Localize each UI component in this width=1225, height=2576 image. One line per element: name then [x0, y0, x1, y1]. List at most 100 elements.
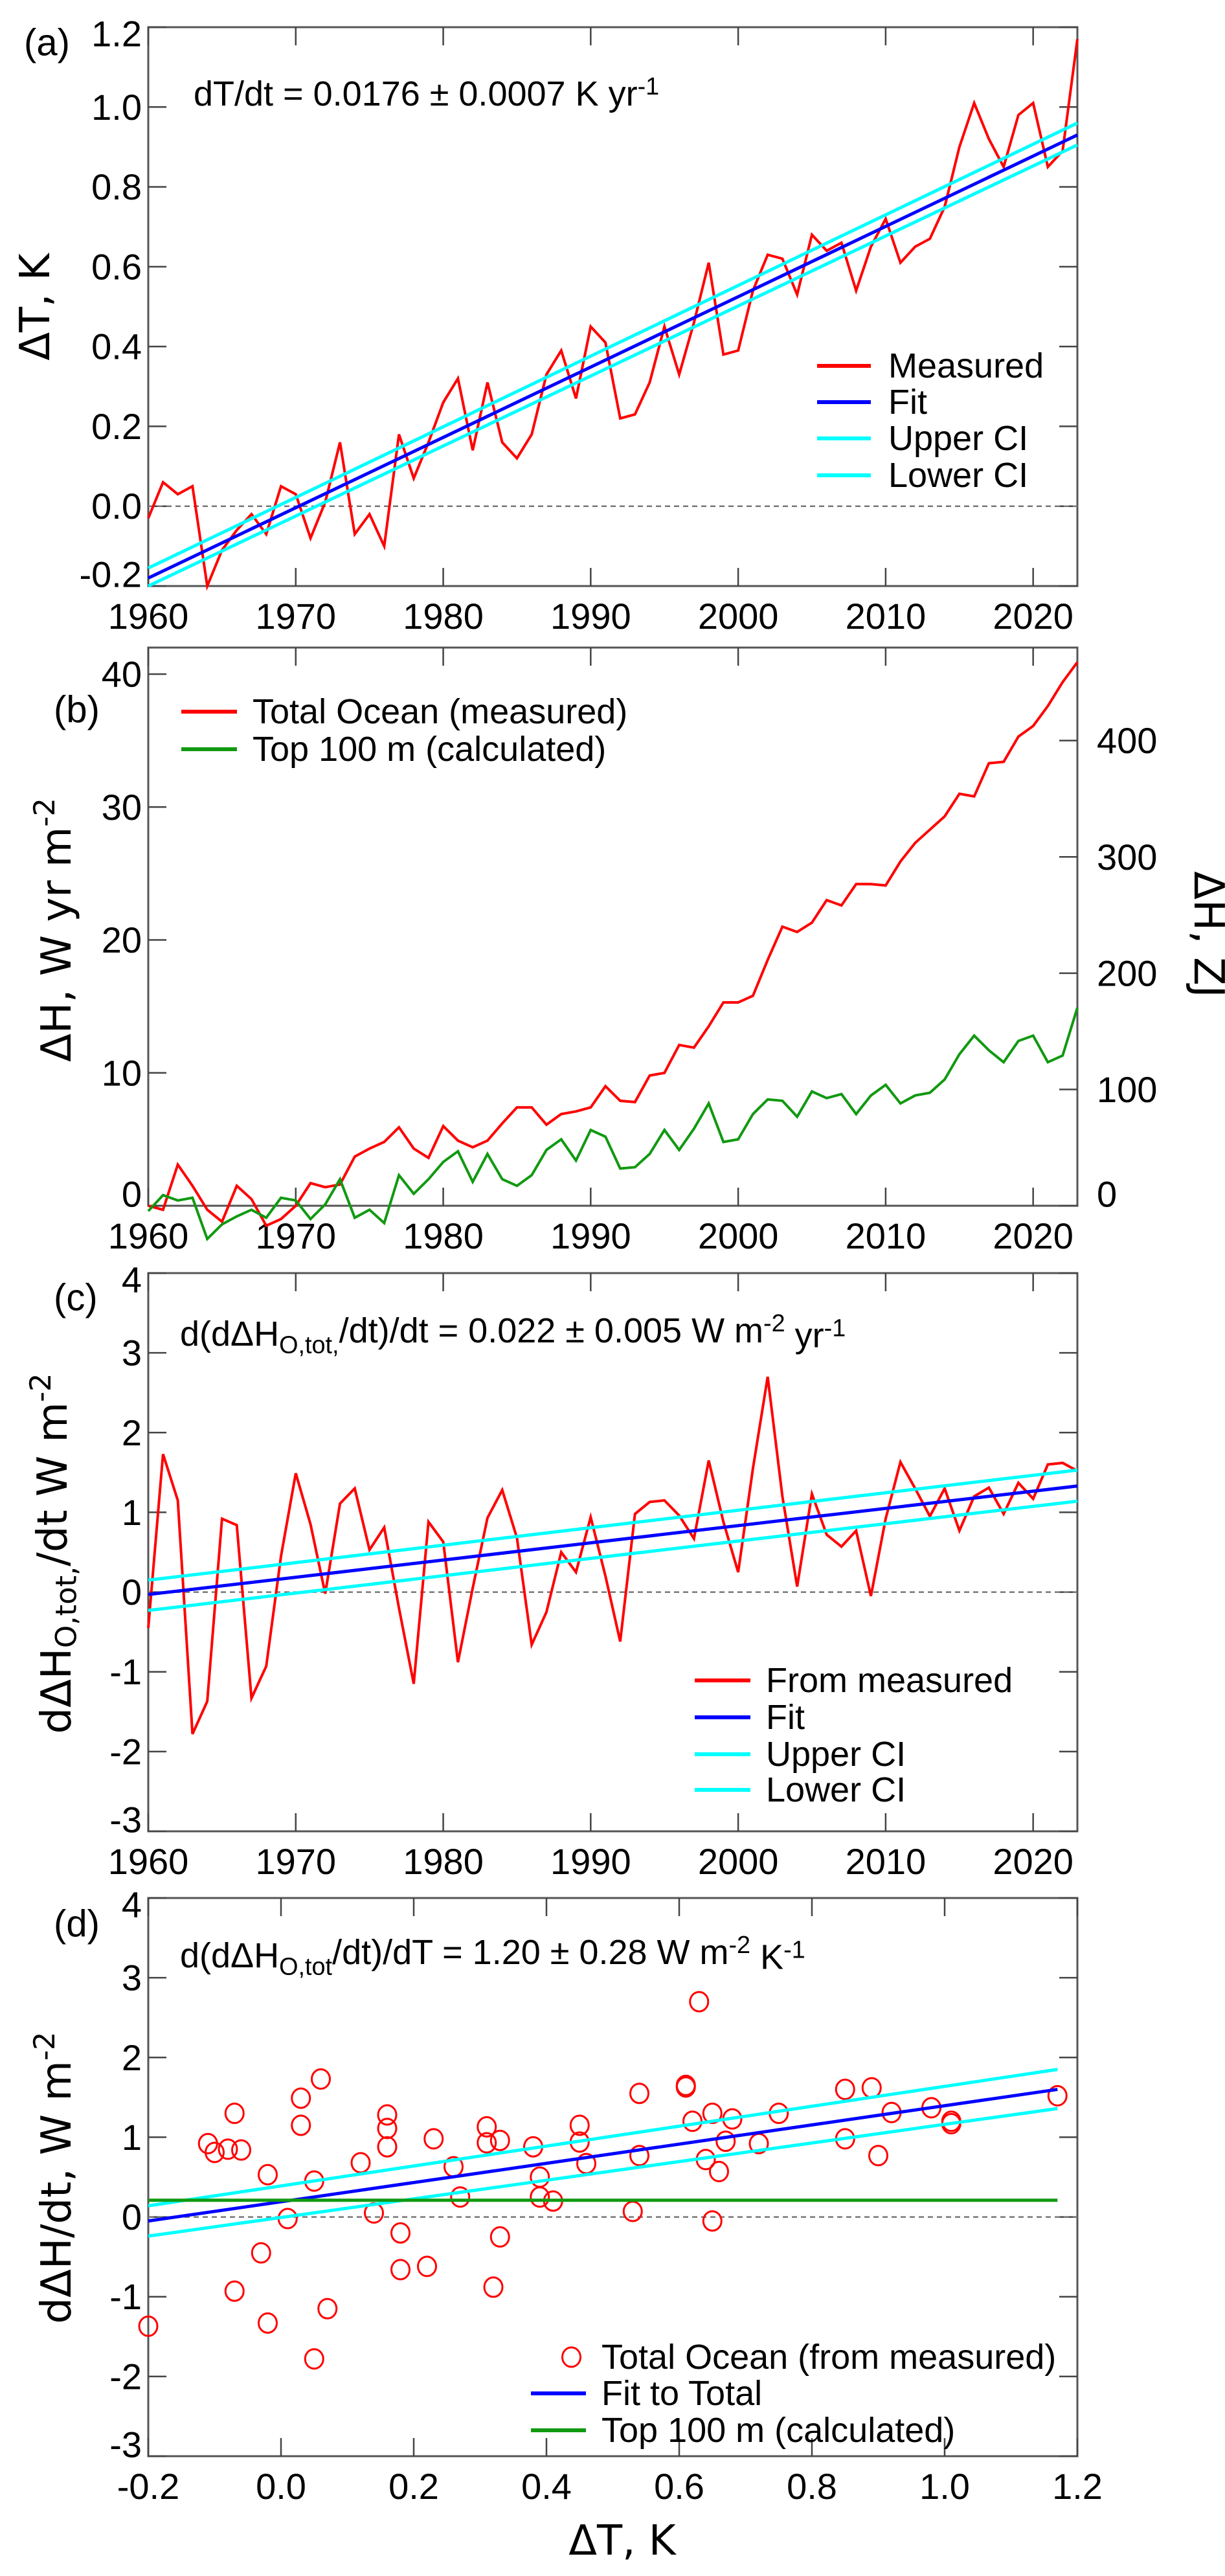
- y-axis-label: ΔH, W yr m-2: [27, 798, 81, 1062]
- x-tick-label: 2000: [698, 596, 779, 637]
- superscript: -2: [23, 1373, 58, 1402]
- y2-axis-label: ΔH, ZJ: [1184, 871, 1225, 997]
- series-line-fit: [147, 133, 1079, 580]
- scatter-point: [702, 2210, 723, 2232]
- x-axis-label: ΔT, K: [568, 2517, 677, 2565]
- x-tick-label: 2010: [846, 1215, 927, 1256]
- scatter-point: [477, 2116, 497, 2138]
- x-tick-label: 1960: [108, 1215, 189, 1256]
- scatter-point: [622, 2200, 643, 2222]
- scatter-point: [423, 2128, 444, 2150]
- series-line-ci: [148, 2107, 1058, 2238]
- scatter-point: [224, 2280, 245, 2302]
- y-tick-label: 20: [102, 920, 142, 960]
- series-line-from-measured: [147, 1376, 1078, 1735]
- x-tick-label: 1990: [550, 596, 631, 637]
- x-tick-label: 1.0: [919, 2466, 970, 2507]
- scatter-point: [258, 2312, 278, 2334]
- scatter-point: [317, 2298, 338, 2320]
- y-tick-label: 10: [102, 1052, 142, 1093]
- legend-marker: [561, 2346, 581, 2368]
- scatter-point: [417, 2255, 437, 2277]
- series-line-lower-ci: [147, 143, 1079, 588]
- y-tick-label: -3: [109, 1800, 142, 1840]
- y-tick-label: 2: [122, 1412, 142, 1453]
- scatter-point: [377, 2104, 398, 2126]
- scatter-point: [675, 2076, 696, 2098]
- y-tick-label: 1.0: [91, 87, 142, 128]
- x-tick-label: 2010: [846, 596, 927, 637]
- x-tick-label: 1990: [550, 1215, 631, 1256]
- subscript: O,tot,: [279, 1331, 339, 1359]
- legend-label: Total Ocean (from measured): [601, 2338, 1056, 2377]
- y-tick-label: 3: [122, 1333, 142, 1373]
- series-line-lower-ci: [148, 1499, 1078, 1612]
- scatter-point: [715, 2130, 736, 2152]
- scatter-point: [138, 2315, 159, 2337]
- scatter-point: [629, 2145, 649, 2167]
- x-tick-label: 0.4: [521, 2466, 572, 2507]
- scatter-point: [689, 1991, 710, 2013]
- x-tick-label: 1970: [255, 596, 336, 637]
- y2-tick-label: 300: [1097, 837, 1157, 877]
- scatter-point: [489, 2226, 510, 2248]
- fit-annotation: dT/dt = 0.0176 ± 0.0007 K yr-1: [194, 73, 659, 113]
- legend-label: Total Ocean (measured): [253, 692, 627, 731]
- x-tick-label: 2020: [993, 596, 1073, 637]
- text-run: yr: [785, 1316, 824, 1355]
- legend-label: Upper CI: [766, 1735, 906, 1774]
- y-tick-label: 0.8: [91, 166, 142, 207]
- y-tick-label: -3: [109, 2424, 142, 2465]
- legend-label: Fit: [766, 1698, 805, 1737]
- x-tick-label: 1960: [108, 1841, 189, 1882]
- panel-label: (c): [54, 1277, 98, 1319]
- scatter-point: [682, 2110, 702, 2132]
- scatter-point: [868, 2145, 888, 2167]
- text-run: dΔH/dt, W m: [33, 2061, 81, 2323]
- y-tick-label: 1: [122, 2117, 142, 2158]
- scatter-point: [311, 2068, 331, 2090]
- series-line-total-ocean-measured-: [148, 661, 1079, 1228]
- superscript: -2: [27, 2031, 61, 2061]
- x-tick-label: 1.2: [1052, 2466, 1103, 2507]
- scatter-point: [569, 2114, 590, 2136]
- text-run: ΔT, K: [12, 252, 60, 361]
- scatter-point: [377, 2118, 398, 2140]
- text-run: ΔH, ZJ: [1184, 871, 1225, 997]
- legend-label: Top 100 m (calculated): [253, 730, 606, 769]
- panel-d: -0.2 0.0 0.2 0.4 0.6 0.8 1.0 1.2 -3 -2 -1 0 1 2 3 4 Tota…: [27, 1884, 1103, 2566]
- y-tick-label: 1.2: [91, 14, 142, 54]
- x-tick-label: 1980: [403, 1841, 484, 1882]
- scatter-point: [835, 2079, 855, 2101]
- scatter-point: [483, 2276, 504, 2298]
- y-tick-label: 40: [102, 654, 142, 695]
- y-tick-label: 3: [122, 1958, 142, 1998]
- x-tick-label: 1980: [403, 1215, 484, 1256]
- series-line-top-100-m-calculated-: [147, 1007, 1079, 1241]
- scatter-point: [350, 2152, 371, 2174]
- y2-tick-label: 200: [1097, 953, 1157, 993]
- text-run: /dt)/dt = 0.022 ± 0.005 W m: [339, 1311, 763, 1350]
- x-tick-label: 0.2: [388, 2466, 439, 2507]
- x-tick-label: 1990: [550, 1841, 631, 1882]
- y-tick-label: 4: [122, 1884, 142, 1925]
- legend-label: From measured: [766, 1661, 1013, 1700]
- y-tick-label: 30: [102, 787, 142, 828]
- scatter-point: [530, 2166, 550, 2188]
- y-tick-label: 0.0: [91, 486, 142, 526]
- y-tick-label: -2: [109, 2356, 142, 2397]
- plot-frame: [147, 26, 1079, 587]
- text-run: /dt)/dT = 1.20 ± 0.28 W m: [332, 1933, 728, 1972]
- series-line-fit: [148, 1484, 1078, 1596]
- panel-label: (a): [24, 22, 70, 64]
- scatter-point: [530, 2186, 550, 2208]
- x-tick-label: 2020: [993, 1215, 1073, 1256]
- x-tick-label: 0.0: [256, 2466, 306, 2507]
- scatter-point: [390, 2222, 410, 2244]
- y-tick-label: -1: [109, 1651, 142, 1692]
- text-run: ΔT, K: [568, 2517, 677, 2565]
- scatter-point: [231, 2139, 251, 2161]
- scatter-point: [304, 2348, 324, 2370]
- x-tick-label: 2010: [846, 1841, 927, 1882]
